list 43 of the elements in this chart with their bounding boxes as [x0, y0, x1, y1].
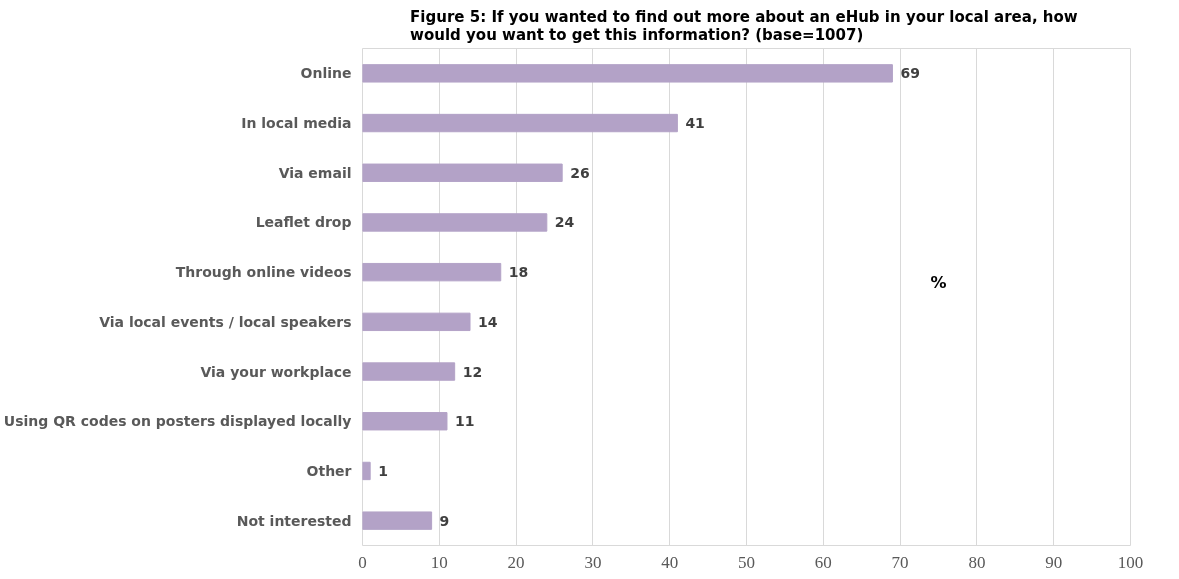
x-tick-label: 60 — [814, 552, 832, 572]
bar — [362, 113, 678, 133]
bar — [362, 362, 456, 381]
data-label: 24 — [554, 214, 575, 231]
data-label: 41 — [685, 115, 705, 132]
bar — [362, 213, 548, 232]
y-tick-label: Using QR codes on posters displayed locally — [3, 413, 352, 430]
y-tick-label: Through online videos — [175, 264, 352, 281]
y-tick-label: Leaflet drop — [255, 214, 352, 231]
x-tick-label: 70 — [891, 552, 909, 572]
y-tick-label: Via your workplace — [200, 363, 352, 380]
data-label: 9 — [439, 512, 450, 529]
x-tick-label: 30 — [584, 552, 602, 572]
data-label: 26 — [570, 164, 590, 181]
y-tick-label: Via email — [278, 164, 352, 181]
chart-title: Figure 5: If you wanted to find out more about an eHub in your local area, how would you want to get this information? (base=1007) — [410, 7, 1078, 44]
annotation: % — [930, 273, 947, 293]
bar — [362, 163, 563, 182]
bar — [362, 64, 893, 83]
data-label: 12 — [462, 363, 483, 380]
x-tick-label: 40 — [661, 552, 679, 572]
x-tick-label: 10 — [430, 552, 448, 572]
y-tick-label: Not interested — [236, 512, 352, 529]
data-label: 14 — [478, 313, 498, 330]
data-label: 11 — [454, 413, 475, 430]
x-tick-label: 20 — [507, 552, 525, 572]
bar — [362, 262, 502, 282]
bar — [362, 312, 471, 332]
y-tick-label: Online — [300, 65, 352, 82]
x-tick-label: 100 — [1117, 552, 1144, 572]
bar — [362, 461, 371, 481]
bar — [362, 412, 448, 431]
x-tick-label: 90 — [1045, 552, 1063, 572]
y-tick-label: Via local events / local speakers — [99, 313, 352, 330]
y-tick-label: Other — [306, 462, 352, 479]
x-tick-label: 0 — [358, 552, 367, 572]
bar — [362, 511, 433, 530]
y-tick-label: In local media — [241, 115, 352, 132]
data-label: 1 — [378, 462, 388, 479]
data-label: 18 — [508, 264, 529, 281]
x-tick-label: 50 — [738, 552, 755, 572]
x-tick-label: 80 — [968, 552, 986, 572]
data-label: 69 — [900, 65, 920, 82]
